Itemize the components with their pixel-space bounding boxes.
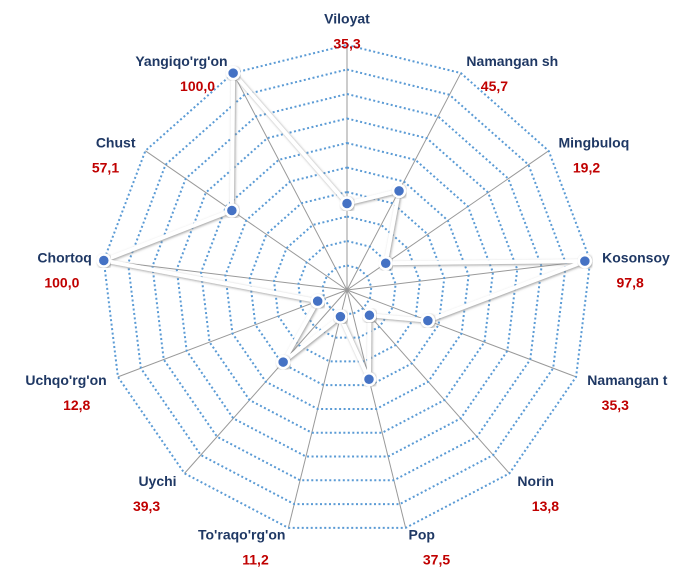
value-label: 35,3 <box>333 36 360 52</box>
grid-ring <box>224 166 470 410</box>
grid-ring <box>200 141 494 434</box>
data-point <box>333 309 348 324</box>
value-label: 11,2 <box>242 551 269 567</box>
category-label: Uychi <box>138 473 176 489</box>
value-label: 37,5 <box>423 551 450 567</box>
value-label: 12,8 <box>63 397 90 413</box>
data-point <box>96 253 112 268</box>
data-point <box>362 308 377 323</box>
category-label: Chortoq <box>37 250 91 266</box>
category-label: Namangan t <box>587 372 667 388</box>
value-label: 39,3 <box>133 498 160 514</box>
grid-ring <box>102 43 592 529</box>
data-point <box>224 203 240 218</box>
series-line <box>96 67 586 381</box>
value-label: 100,0 <box>44 275 79 291</box>
data-point <box>420 313 436 328</box>
data-point <box>577 253 593 269</box>
category-label: Pop <box>409 526 435 542</box>
category-label: Norin <box>517 473 554 489</box>
data-point <box>310 293 325 309</box>
value-label: 35,3 <box>602 397 629 413</box>
value-label: 100,0 <box>180 78 215 94</box>
category-label: Uchqo'rg'on <box>25 372 106 388</box>
category-label: To'raqo'rg'on <box>198 526 286 542</box>
category-label: Viloyat <box>324 11 370 27</box>
category-label: Yangiqo'rg'on <box>135 53 227 69</box>
data-point <box>339 196 355 211</box>
data-point <box>391 183 407 199</box>
grid-ring <box>127 68 567 506</box>
value-label: 45,7 <box>481 78 508 94</box>
value-label: 57,1 <box>92 160 119 176</box>
data-point <box>275 354 291 370</box>
value-label: 97,8 <box>617 275 644 291</box>
data-point <box>361 371 377 387</box>
value-label: 19,2 <box>573 160 600 176</box>
category-label: Chust <box>96 135 136 151</box>
data-point <box>378 256 393 271</box>
grid-ring <box>151 92 543 482</box>
data-point <box>225 65 241 81</box>
category-label: Kosonsoy <box>602 250 670 266</box>
category-label: Mingbuloq <box>559 135 630 151</box>
category-label: Namangan sh <box>466 53 558 69</box>
grid-ring <box>321 264 373 315</box>
value-label: 13,8 <box>532 498 559 514</box>
